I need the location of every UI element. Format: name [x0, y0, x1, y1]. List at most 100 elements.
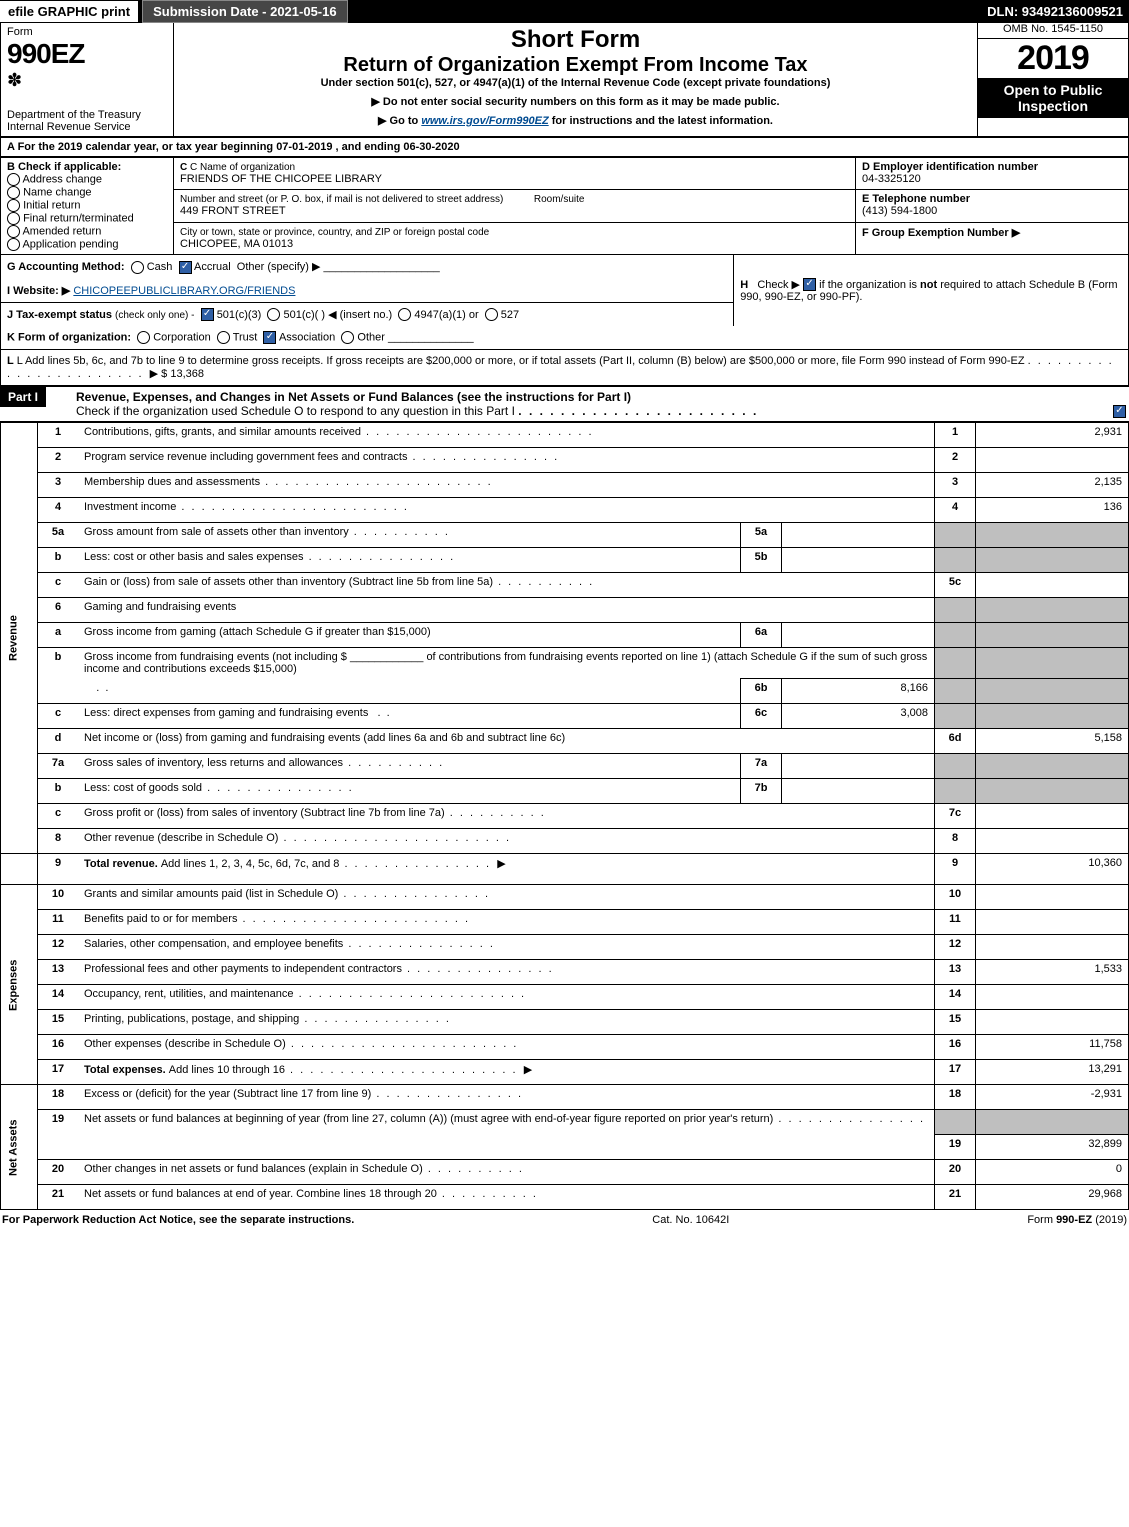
box-c-city: City or town, state or province, country… — [174, 222, 856, 254]
address-change-radio[interactable] — [7, 173, 20, 186]
k-assoc: Association — [279, 332, 335, 344]
l6a-num: a — [38, 623, 79, 648]
title-cell: Short Form Return of Organization Exempt… — [174, 23, 978, 137]
c-name-label-text: C Name of organization — [190, 162, 295, 173]
l5b-grey1 — [935, 548, 976, 573]
l15-rnum: 15 — [935, 1010, 976, 1035]
l6c-desc-text: Less: direct expenses from gaming and fu… — [84, 707, 368, 719]
dots-icon — [285, 1064, 518, 1076]
j-501c-radio[interactable] — [267, 308, 280, 321]
dots-icon — [402, 963, 554, 975]
application-pending-radio[interactable] — [7, 238, 20, 251]
l5b-desc-text: Less: cost or other basis and sales expe… — [84, 551, 304, 563]
footer-left: For Paperwork Reduction Act Notice, see … — [2, 1214, 354, 1226]
k-corp-radio[interactable] — [137, 331, 150, 344]
l6b-grey4 — [976, 679, 1129, 704]
box-c-street: Number and street (or P. O. box, if mail… — [174, 190, 856, 222]
website-link[interactable]: CHICOPEEPUBLICLIBRARY.ORG/FRIENDS — [73, 285, 295, 297]
part1-checkbox[interactable]: ✓ — [1113, 405, 1126, 418]
box-c-name: C C Name of organization FRIENDS OF THE … — [174, 158, 856, 190]
l11-desc-text: Benefits paid to or for members — [84, 913, 237, 925]
l9-desc: Total revenue. Add lines 1, 2, 3, 4, 5c,… — [78, 854, 935, 885]
goto-prefix: ▶ Go to — [378, 115, 421, 127]
dots-icon — [371, 1088, 523, 1100]
l7b-grey2 — [976, 779, 1129, 804]
l7a-sn: 7a — [741, 754, 782, 779]
dots-icon — [343, 938, 495, 950]
l7a-grey1 — [935, 754, 976, 779]
l5a-desc: Gross amount from sale of assets other t… — [78, 523, 741, 548]
l6b-grey3 — [935, 679, 976, 704]
goto-link[interactable]: www.irs.gov/Form990EZ — [421, 115, 548, 127]
under-section: Under section 501(c), 527, or 4947(a)(1)… — [180, 77, 971, 89]
name-change-radio[interactable] — [7, 186, 20, 199]
l11-num: 11 — [38, 910, 79, 935]
l2-rnum: 2 — [935, 448, 976, 473]
dots-icon — [260, 476, 493, 488]
opt-name-change: Name change — [23, 186, 92, 198]
l19-desc-text: Net assets or fund balances at beginning… — [84, 1113, 773, 1125]
footer-center: Cat. No. 10642I — [652, 1214, 729, 1226]
l4-val: 136 — [976, 498, 1129, 523]
j-527-radio[interactable] — [485, 308, 498, 321]
form-table: Form 990EZ ✽ Department of the Treasury … — [0, 22, 1129, 137]
l13-val: 1,533 — [976, 960, 1129, 985]
l19-num: 19 — [38, 1110, 79, 1160]
amended-return-radio[interactable] — [7, 225, 20, 238]
l-arrow: ▶ $ 13,368 — [150, 368, 204, 380]
dots-icon — [304, 551, 456, 563]
open-public: Open to Public Inspection — [978, 78, 1128, 118]
side-revenue: Revenue — [1, 423, 38, 854]
row-l: L L Add lines 5b, 6c, and 7b to line 9 t… — [0, 350, 1129, 386]
l3-num: 3 — [38, 473, 79, 498]
dots-icon — [278, 832, 511, 844]
j-527: 527 — [501, 309, 519, 321]
dots-icon — [299, 1013, 451, 1025]
k-assoc-checkbox[interactable]: ✓ — [263, 331, 276, 344]
l7c-desc-text: Gross profit or (loss) from sales of inv… — [84, 807, 445, 819]
l6b-desc1: Gross income from fundraising events (no… — [78, 648, 935, 679]
l16-rnum: 16 — [935, 1035, 976, 1060]
final-return-radio[interactable] — [7, 212, 20, 225]
l18-desc-text: Excess or (deficit) for the year (Subtra… — [84, 1088, 371, 1100]
h-not: not — [920, 279, 937, 291]
l6b-sn: 6b — [741, 679, 782, 704]
part1-header-row: Part I Revenue, Expenses, and Changes in… — [0, 386, 1129, 422]
l15-val — [976, 1010, 1129, 1035]
accrual-checkbox[interactable]: ✓ — [179, 261, 192, 274]
l6c-grey2 — [976, 704, 1129, 729]
l5c-val — [976, 573, 1129, 598]
l9-val: 10,360 — [976, 854, 1129, 885]
l11-desc: Benefits paid to or for members — [78, 910, 935, 935]
l6-grey1 — [935, 598, 976, 623]
k-other-radio[interactable] — [341, 331, 354, 344]
h-checkbox[interactable]: ✓ — [803, 278, 816, 291]
l7b-sn: 7b — [741, 779, 782, 804]
l18-val: -2,931 — [976, 1085, 1129, 1110]
side-netassets: Net Assets — [1, 1085, 38, 1210]
tax-year: 2019 — [978, 39, 1128, 78]
j-4947-radio[interactable] — [398, 308, 411, 321]
opt-application-pending: Application pending — [22, 238, 118, 250]
l3-val: 2,135 — [976, 473, 1129, 498]
dln-label: DLN: 93492136009521 — [987, 4, 1129, 19]
l16-desc-text: Other expenses (describe in Schedule O) — [84, 1038, 286, 1050]
room-label: Room/suite — [534, 194, 585, 205]
lines-table: Revenue 1 Contributions, gifts, grants, … — [0, 422, 1129, 1210]
k-trust-radio[interactable] — [217, 331, 230, 344]
initial-return-radio[interactable] — [7, 199, 20, 212]
l11-rnum: 11 — [935, 910, 976, 935]
j-4947: 4947(a)(1) or — [414, 309, 478, 321]
cash-radio[interactable] — [131, 261, 144, 274]
other-label: Other (specify) ▶ — [237, 261, 321, 273]
l14-rnum: 14 — [935, 985, 976, 1010]
j-501c3-checkbox[interactable]: ✓ — [201, 308, 214, 321]
l7c-num: c — [38, 804, 79, 829]
l6-grey2 — [976, 598, 1129, 623]
l17-d2: Add lines 10 through 16 — [169, 1064, 285, 1076]
l6a-sn: 6a — [741, 623, 782, 648]
l10-val — [976, 885, 1129, 910]
l8-rnum: 8 — [935, 829, 976, 854]
phone-value: (413) 594-1800 — [862, 205, 937, 217]
l17-desc: Total expenses. Add lines 10 through 16 … — [78, 1060, 935, 1085]
